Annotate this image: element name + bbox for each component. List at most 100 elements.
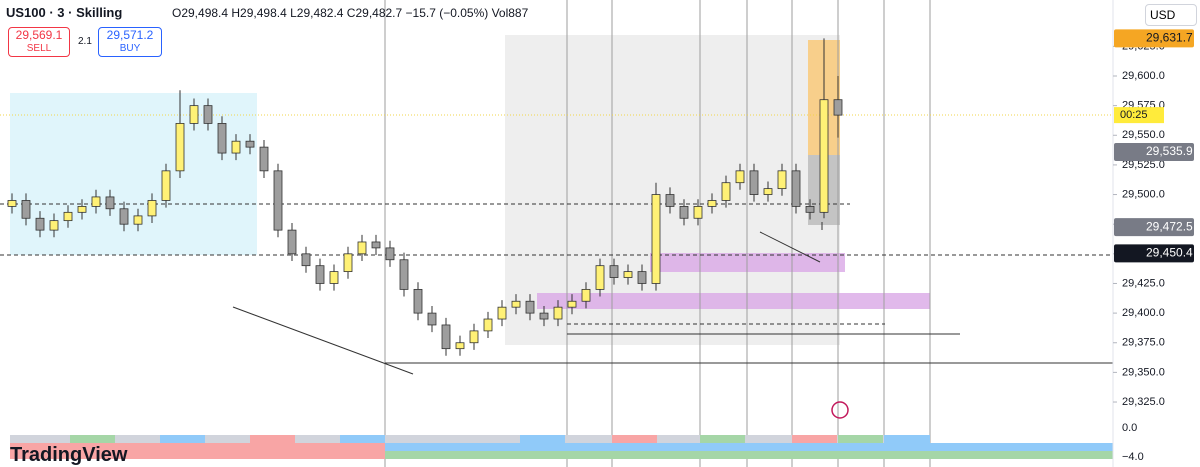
candle-body <box>567 300 577 308</box>
price-badge <box>1114 142 1194 161</box>
candle-body <box>49 220 59 231</box>
candle-body <box>427 312 437 326</box>
candle-body <box>735 170 745 184</box>
candle-body <box>329 271 339 284</box>
candle-body <box>791 170 801 207</box>
candle-body <box>77 206 87 213</box>
buy-price: 29,571.2 <box>106 28 154 42</box>
price-badge-label: 29,631.7 <box>1146 31 1193 45</box>
candle-body <box>819 99 829 213</box>
candle-body <box>91 196 101 207</box>
price-badge-label: 29,472.5 <box>1146 219 1193 233</box>
candle-body <box>231 140 241 154</box>
candle-body <box>693 206 703 219</box>
candle-body <box>441 324 451 350</box>
candle-body <box>581 288 591 302</box>
countdown: 00:25 <box>1120 109 1148 121</box>
symbol[interactable]: US100 · 3 · Skilling <box>6 5 123 20</box>
candle-body <box>553 306 563 320</box>
candle-body <box>609 265 619 278</box>
candle-body <box>525 300 535 314</box>
y-tick-label: 29,400.0 <box>1122 307 1165 319</box>
candle-body <box>147 200 157 217</box>
y-tick-label: 29,525.0 <box>1122 159 1165 171</box>
currency[interactable]: USD <box>1145 4 1197 26</box>
y-tick-label: 29,325.0 <box>1122 396 1165 408</box>
candle-body <box>63 211 73 222</box>
candle-body <box>679 206 689 219</box>
candle-body <box>455 342 465 350</box>
candle-body <box>399 259 409 290</box>
candle-body <box>259 146 269 172</box>
indicator-tick: −4.0 <box>1122 451 1144 463</box>
candle-body <box>385 247 395 261</box>
candle-body <box>833 99 843 116</box>
candle-body <box>287 229 297 255</box>
logo: TradingView <box>10 444 128 466</box>
candle-body <box>203 105 213 124</box>
buy-label: BUY <box>119 43 141 54</box>
indicator <box>10 435 1145 459</box>
candle-body <box>483 318 493 332</box>
candle-body <box>343 253 353 273</box>
session-lines <box>384 0 931 467</box>
candle-body <box>161 170 171 201</box>
ssmt-line <box>232 306 414 375</box>
y-tick-label: 29,600.0 <box>1122 70 1165 82</box>
candle-body <box>763 188 773 195</box>
sell-button[interactable]: 29,569.1 SELL <box>8 27 70 57</box>
candle-body <box>217 123 227 154</box>
hssmt-line <box>759 231 821 263</box>
candle-body <box>189 105 199 124</box>
spread: 2.1 <box>78 36 92 47</box>
y-tick-label: 29,500.0 <box>1122 188 1165 200</box>
candle-body <box>497 306 507 320</box>
candle-body <box>21 200 31 219</box>
price-badge-label: 29,450.4 <box>1146 246 1193 260</box>
candle-body <box>721 182 731 201</box>
candle-body <box>595 265 605 290</box>
y-tick-label: 29,375.0 <box>1122 337 1165 349</box>
candle-body <box>413 288 423 314</box>
candle-body <box>469 330 479 344</box>
candle-body <box>357 241 367 255</box>
candle-body <box>301 253 311 267</box>
candle-body <box>7 200 17 207</box>
candle-body <box>511 300 521 308</box>
candle-body <box>539 312 549 320</box>
sell-price: 29,569.1 <box>15 28 63 42</box>
candle-body <box>175 123 185 172</box>
candle-body <box>245 140 255 148</box>
candle-body <box>637 271 647 284</box>
candle-body <box>119 208 129 225</box>
candle-body <box>105 196 115 210</box>
candle-body <box>623 271 633 278</box>
candle-body <box>777 170 787 190</box>
candle-body <box>273 170 283 231</box>
ohlc: O29,498.4 H29,498.4 L29,482.4 C29,482.7 … <box>172 6 529 20</box>
y-tick-label: 29,425.0 <box>1122 277 1165 289</box>
candle-body <box>665 194 675 207</box>
price-badge-label: 29,535.9 <box>1146 144 1193 158</box>
alert-icon[interactable] <box>831 401 849 419</box>
candle-body <box>133 215 143 225</box>
price-badge <box>1114 218 1194 237</box>
candle-body <box>707 200 717 207</box>
indicator-tick: 0.0 <box>1122 422 1137 434</box>
candle-body <box>805 206 815 213</box>
candle-body <box>315 265 325 284</box>
candle-body <box>651 194 661 284</box>
candle-body <box>749 170 759 195</box>
y-tick-label: 29,550.0 <box>1122 129 1165 141</box>
y-tick-label: 29,350.0 <box>1122 366 1165 378</box>
countdown-badge <box>1114 107 1164 124</box>
price-badge <box>1114 244 1194 263</box>
sell-label: SELL <box>26 43 52 54</box>
price-badge <box>1114 29 1194 48</box>
lokz-box <box>10 93 257 255</box>
fvg-box <box>537 293 930 309</box>
candle-body <box>371 241 381 249</box>
buy-button[interactable]: 29,571.2 BUY <box>98 27 162 57</box>
